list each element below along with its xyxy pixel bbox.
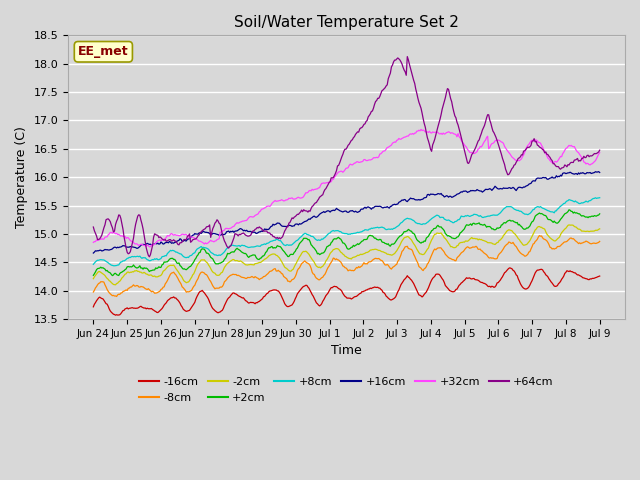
- +2cm: [463, 222, 470, 228]
- +8cm: [111, 263, 118, 269]
- -2cm: [374, 247, 381, 253]
- +64cm: [145, 254, 153, 260]
- +8cm: [398, 219, 406, 225]
- +16cm: [461, 188, 469, 194]
- -8cm: [552, 246, 559, 252]
- Line: +2cm: +2cm: [93, 210, 600, 276]
- -8cm: [398, 249, 406, 254]
- -16cm: [463, 275, 470, 281]
- -8cm: [536, 233, 543, 239]
- -2cm: [304, 251, 312, 256]
- -2cm: [112, 282, 120, 288]
- -2cm: [565, 222, 573, 228]
- +16cm: [549, 175, 557, 181]
- +16cm: [595, 169, 602, 175]
- +32cm: [145, 244, 153, 250]
- -2cm: [596, 226, 604, 232]
- -2cm: [550, 238, 558, 244]
- Line: +8cm: +8cm: [93, 198, 600, 266]
- +32cm: [552, 158, 559, 164]
- -16cm: [248, 300, 256, 305]
- -16cm: [304, 284, 312, 290]
- Line: +16cm: +16cm: [93, 172, 600, 253]
- -8cm: [596, 239, 604, 244]
- +2cm: [550, 218, 558, 224]
- +32cm: [304, 190, 312, 195]
- +32cm: [248, 214, 256, 220]
- +32cm: [417, 127, 425, 132]
- Line: -16cm: -16cm: [93, 268, 600, 315]
- Text: EE_met: EE_met: [78, 45, 129, 58]
- -8cm: [90, 289, 97, 295]
- +8cm: [596, 195, 604, 201]
- +16cm: [303, 218, 310, 224]
- -16cm: [374, 284, 381, 290]
- +8cm: [550, 210, 558, 216]
- -2cm: [463, 238, 470, 244]
- +16cm: [373, 204, 381, 209]
- +8cm: [374, 224, 381, 230]
- +2cm: [109, 273, 116, 278]
- -8cm: [304, 261, 312, 266]
- +32cm: [374, 155, 381, 161]
- +64cm: [248, 229, 256, 235]
- Line: +32cm: +32cm: [93, 130, 600, 247]
- X-axis label: Time: Time: [331, 344, 362, 357]
- -16cm: [398, 280, 406, 286]
- +32cm: [398, 135, 406, 141]
- +8cm: [90, 262, 97, 267]
- Line: +64cm: +64cm: [93, 57, 600, 257]
- -16cm: [506, 265, 514, 271]
- +16cm: [596, 169, 604, 175]
- +2cm: [90, 273, 97, 278]
- +64cm: [403, 54, 411, 60]
- +32cm: [90, 240, 97, 245]
- -16cm: [596, 273, 604, 279]
- -8cm: [113, 294, 120, 300]
- +32cm: [596, 150, 604, 156]
- Title: Soil/Water Temperature Set 2: Soil/Water Temperature Set 2: [234, 15, 459, 30]
- Legend: -16cm, -8cm, -2cm, +2cm, +8cm, +16cm, +32cm, +64cm: -16cm, -8cm, -2cm, +2cm, +8cm, +16cm, +3…: [135, 373, 558, 407]
- +16cm: [247, 228, 255, 234]
- +64cm: [552, 163, 559, 168]
- -16cm: [90, 304, 97, 310]
- +16cm: [397, 198, 404, 204]
- -2cm: [90, 276, 97, 282]
- -8cm: [374, 256, 381, 262]
- +8cm: [248, 244, 256, 250]
- -8cm: [248, 274, 256, 279]
- +32cm: [464, 147, 472, 153]
- -2cm: [248, 262, 256, 267]
- +16cm: [90, 250, 97, 256]
- +64cm: [464, 160, 472, 166]
- -2cm: [398, 238, 406, 244]
- +8cm: [463, 213, 470, 219]
- +8cm: [304, 232, 312, 238]
- Line: -2cm: -2cm: [93, 225, 600, 285]
- +2cm: [565, 207, 573, 213]
- +2cm: [304, 237, 312, 242]
- +64cm: [304, 209, 312, 215]
- Line: -8cm: -8cm: [93, 236, 600, 297]
- Y-axis label: Temperature (C): Temperature (C): [15, 126, 28, 228]
- +2cm: [596, 211, 604, 217]
- -16cm: [552, 284, 559, 289]
- +2cm: [248, 252, 256, 258]
- +64cm: [90, 224, 97, 230]
- +2cm: [374, 237, 381, 242]
- -16cm: [112, 312, 120, 318]
- +2cm: [398, 232, 406, 238]
- +64cm: [596, 147, 604, 153]
- +64cm: [398, 61, 406, 67]
- -8cm: [463, 245, 470, 251]
- +64cm: [374, 96, 381, 101]
